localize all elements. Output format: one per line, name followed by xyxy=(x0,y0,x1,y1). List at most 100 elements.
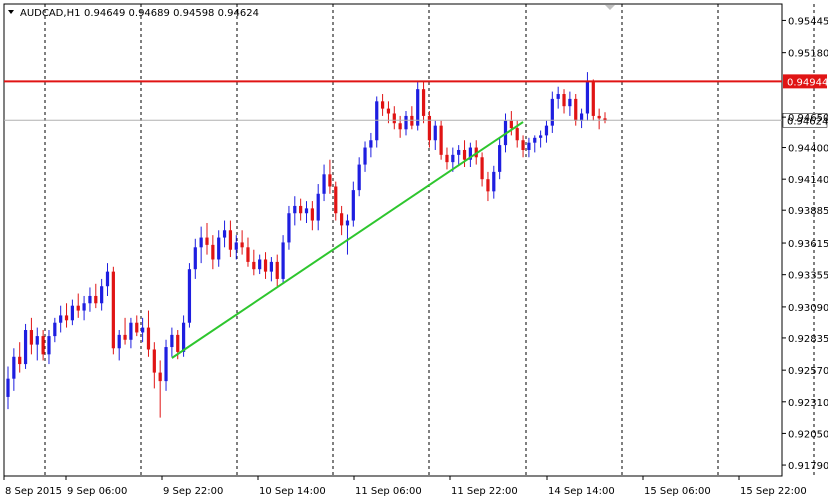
x-tick-label: 9 Sep 22:00 xyxy=(163,486,223,497)
y-tick-label: 0.93615 xyxy=(788,239,828,250)
candle-body xyxy=(322,174,326,194)
candle-body xyxy=(462,149,467,160)
scroll-marker-icon[interactable] xyxy=(605,5,615,10)
candle-body xyxy=(591,81,595,116)
candle-body xyxy=(170,334,174,348)
candle-body xyxy=(146,327,151,350)
candle-body xyxy=(451,154,455,163)
candle-body xyxy=(228,230,233,250)
candle-body xyxy=(380,101,385,109)
candle-body xyxy=(246,247,250,262)
candle-body xyxy=(562,94,566,107)
candle-body xyxy=(445,154,449,163)
candle-body xyxy=(544,125,549,136)
y-tick-label: 0.92570 xyxy=(788,366,828,377)
symbol-label: AUDCAD,H1 xyxy=(20,8,80,19)
y-tick-label: 0.93090 xyxy=(788,303,828,314)
candle-body xyxy=(29,330,34,345)
candle-body xyxy=(135,322,139,333)
candle-body xyxy=(527,142,531,150)
y-tick-label: 0.94140 xyxy=(788,175,828,186)
candle-body xyxy=(117,334,121,349)
candle-body xyxy=(141,327,145,333)
candle-body xyxy=(234,242,238,250)
candle-body xyxy=(252,261,256,270)
candle-body xyxy=(158,372,162,382)
y-tick-label: 0.95445 xyxy=(788,16,828,27)
y-tick-label: 0.92835 xyxy=(788,334,828,345)
triangle-menu-icon[interactable] xyxy=(8,10,14,14)
candle-body xyxy=(12,356,16,379)
candle-body xyxy=(351,190,355,221)
candle-body xyxy=(187,269,192,323)
candle-body xyxy=(35,336,39,345)
candle-body xyxy=(427,115,432,141)
candle-body xyxy=(369,140,373,148)
x-tick-label: 15 Sep 06:00 xyxy=(644,486,711,497)
x-tick-label: 15 Sep 22:00 xyxy=(740,486,807,497)
candle-body xyxy=(457,149,461,155)
candle-body xyxy=(585,81,590,114)
candle-body xyxy=(64,315,69,321)
y-tick-label: 0.91790 xyxy=(788,461,828,472)
candle-body xyxy=(152,349,156,373)
candle-body xyxy=(287,213,291,243)
trend-line xyxy=(171,121,524,359)
candle-body xyxy=(521,140,525,150)
candle-body xyxy=(340,213,344,226)
level-price-label: 0.94944 xyxy=(787,77,828,88)
candle-body xyxy=(357,164,361,191)
y-tick-label: 0.93355 xyxy=(788,271,828,282)
current-price-label: 0.94624 xyxy=(787,116,828,127)
candle-body xyxy=(310,208,314,221)
candle-body xyxy=(556,94,560,99)
candle-body xyxy=(100,286,104,304)
level-price-tag xyxy=(783,74,827,89)
current-price-tag xyxy=(782,113,828,128)
candle-body xyxy=(181,322,186,352)
candle-body xyxy=(293,205,297,214)
candle-body xyxy=(533,137,537,143)
candle-body xyxy=(304,208,309,214)
y-tick-label: 0.94400 xyxy=(788,144,828,155)
candle-body xyxy=(59,315,63,323)
candle-body xyxy=(53,322,57,337)
y-tick-label: 0.92310 xyxy=(788,398,828,409)
candle-body xyxy=(205,237,209,245)
x-tick-label: 10 Sep 14:00 xyxy=(259,486,326,497)
candle-body xyxy=(486,179,490,192)
candle-body xyxy=(299,205,303,214)
candle-body xyxy=(123,334,127,340)
candle-body xyxy=(439,125,443,155)
y-tick-label: 0.93885 xyxy=(788,206,828,217)
candle-body xyxy=(275,261,279,279)
candle-body xyxy=(492,171,496,192)
candle-body xyxy=(41,336,45,355)
candle-body xyxy=(176,334,180,352)
ohlc-readout: 0.94649 0.94689 0.94598 0.94624 xyxy=(84,8,259,19)
plot-area xyxy=(3,3,783,477)
candle-body xyxy=(363,147,367,165)
candle-body xyxy=(568,98,572,107)
candle-body xyxy=(509,120,513,129)
candle-body xyxy=(281,242,285,279)
candle-body xyxy=(222,230,227,238)
candle-body xyxy=(269,261,273,272)
candle-body xyxy=(18,356,22,365)
candle-body xyxy=(47,336,51,355)
candle-body xyxy=(88,295,92,304)
candle-body xyxy=(468,147,472,160)
candle-body xyxy=(597,115,601,119)
candle-body xyxy=(574,98,578,121)
candle-body xyxy=(603,118,607,121)
candle-body xyxy=(515,128,519,141)
candle-body xyxy=(193,247,197,270)
candle-body xyxy=(345,220,350,226)
candle-body xyxy=(404,115,408,130)
candle-body xyxy=(416,89,420,126)
candle-body xyxy=(421,89,426,116)
x-tick-label: 11 Sep 06:00 xyxy=(355,486,422,497)
candle-body xyxy=(164,347,168,382)
candle-body xyxy=(386,108,391,114)
